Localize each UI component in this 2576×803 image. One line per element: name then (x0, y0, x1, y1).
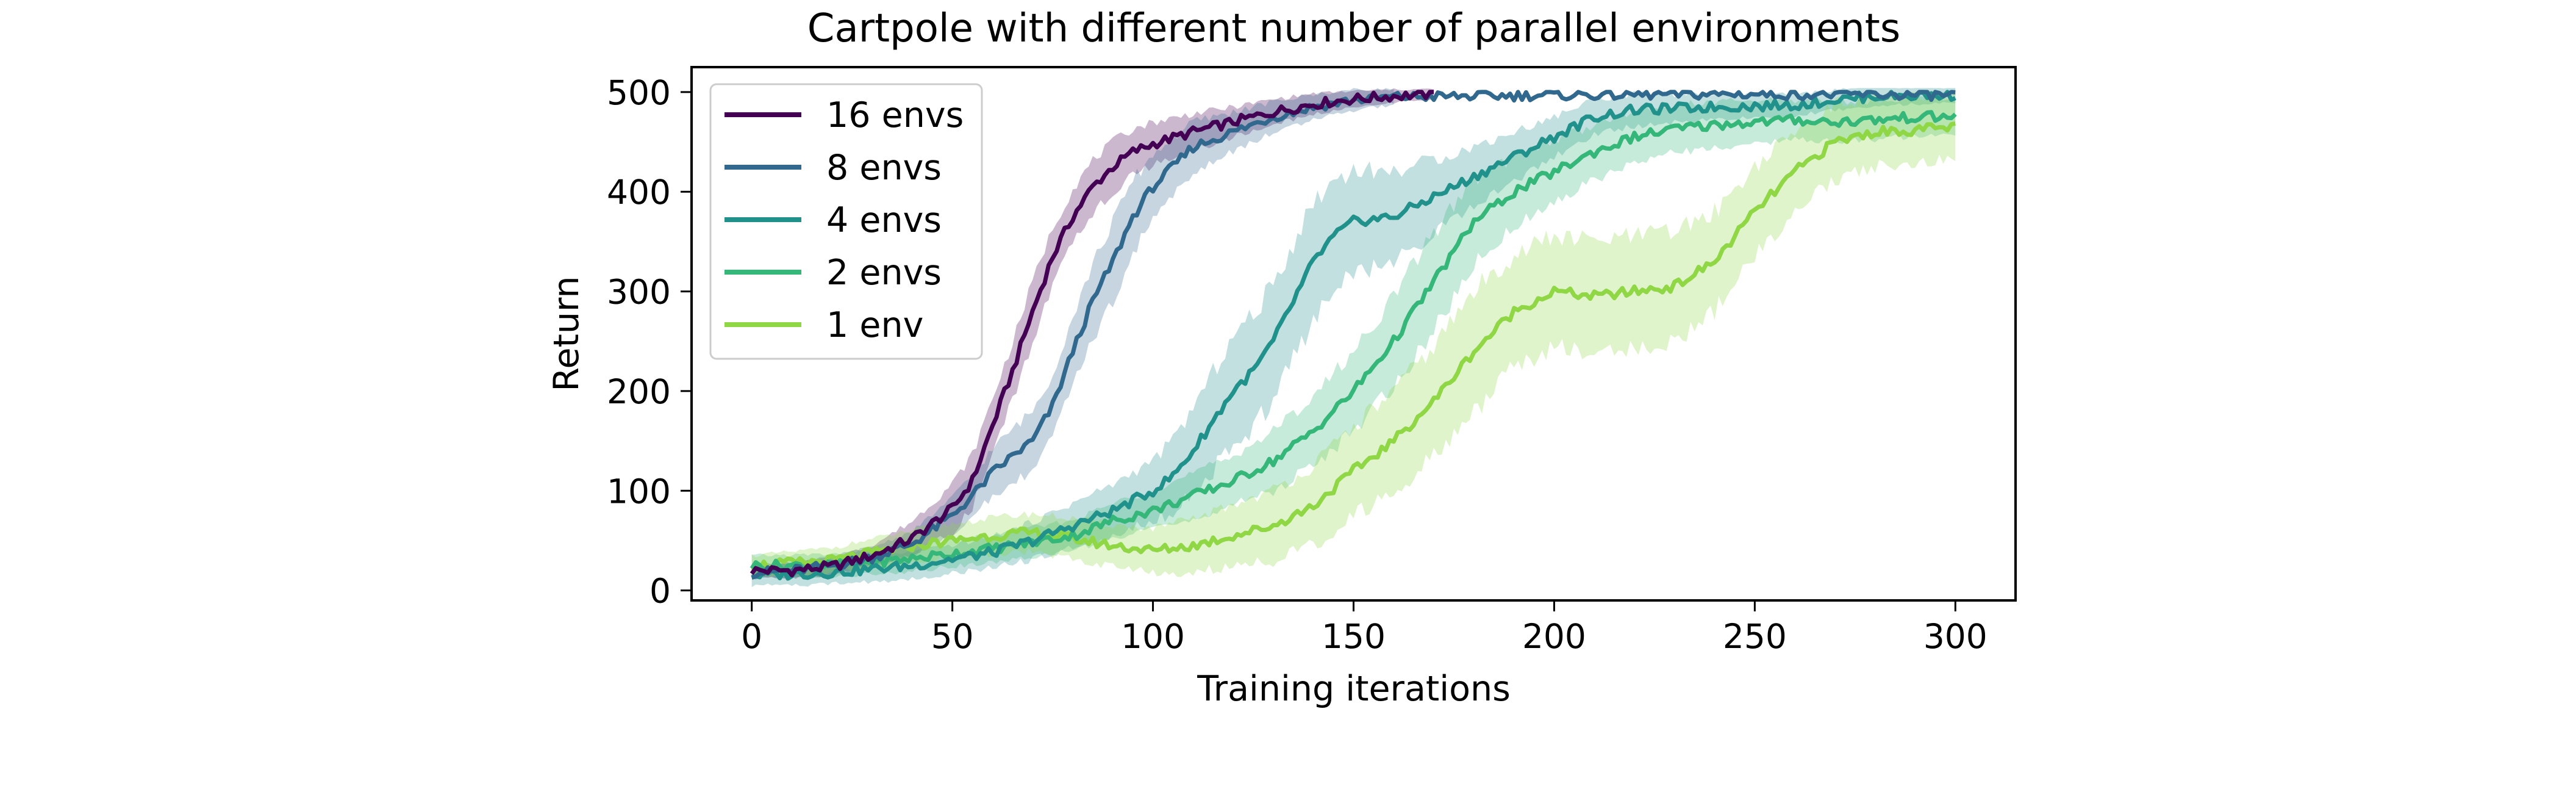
legend-label: 4 envs (826, 200, 942, 240)
x-axis-label: Training iterations (1197, 669, 1511, 709)
y-axis-ticks: 0 100 200 300 400 500 (607, 73, 692, 611)
y-tick-label: 400 (607, 173, 671, 212)
y-tick-label: 0 (649, 572, 671, 611)
legend-label: 2 envs (826, 253, 942, 293)
series-lines (750, 90, 1957, 581)
line-1-env (751, 121, 1956, 572)
x-tick-label: 50 (931, 617, 974, 656)
line-2-envs (750, 110, 1957, 573)
y-tick-label: 500 (607, 73, 671, 112)
chart-title: Cartpole with different number of parall… (807, 6, 1900, 51)
y-tick-label: 200 (607, 372, 671, 411)
line-16-envs (750, 90, 1434, 578)
legend-label: 1 env (826, 305, 923, 345)
legend-label: 16 envs (826, 95, 964, 135)
x-axis-ticks: 0 50 100 150 200 250 300 (741, 600, 1987, 656)
y-tick-label: 300 (607, 273, 671, 312)
x-tick-label: 300 (1923, 617, 1987, 656)
line-4-envs (751, 90, 1956, 581)
x-tick-label: 150 (1322, 617, 1386, 656)
legend: 16 envs 8 envs 4 envs 2 envs 1 env (709, 83, 983, 360)
x-tick-label: 100 (1121, 617, 1185, 656)
legend-label: 8 envs (826, 148, 942, 188)
y-tick-label: 100 (607, 472, 671, 511)
y-axis-label: Return (546, 276, 587, 391)
x-tick-label: 200 (1522, 617, 1586, 656)
x-tick-label: 250 (1723, 617, 1787, 656)
x-tick-label: 0 (741, 617, 762, 656)
band-8-envs (751, 88, 1394, 580)
legend-box (709, 83, 983, 360)
band-4-envs (751, 88, 1956, 588)
